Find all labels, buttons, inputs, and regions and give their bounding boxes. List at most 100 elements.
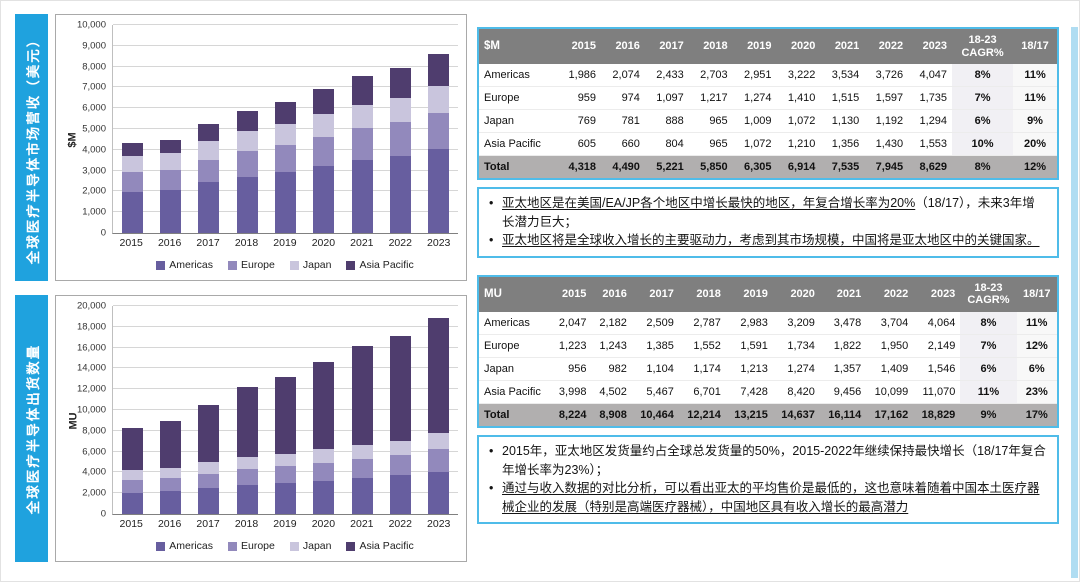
y-tick-label: 2,000 <box>82 185 106 197</box>
y-tick-label: 7,000 <box>82 81 106 93</box>
value-cell: 1,192 <box>864 109 909 134</box>
chart-legend: Americas Europe Japan Asia Pacific <box>112 254 458 276</box>
value-cell: 1,356 <box>820 132 865 157</box>
y-tick-label: 3,000 <box>82 165 106 177</box>
yoy-cell: 11% <box>1013 64 1057 88</box>
bar-segment-americas <box>121 191 143 233</box>
bar-segment-asia-pacific <box>198 405 220 463</box>
bar-segment-asia-pacific <box>428 318 450 434</box>
plot-area: 0 1,000 2,000 3,000 4,000 5,000 6,000 7,000 8,00… <box>77 20 458 239</box>
value-cell: 1,217 <box>688 86 733 111</box>
bar-segment-asia-pacific <box>274 101 296 125</box>
value-cell: 5,467 <box>631 380 679 405</box>
y-tick-label: 6,000 <box>82 446 106 458</box>
bar-segment-europe <box>428 112 450 149</box>
value-cell: 888 <box>644 109 689 134</box>
value-cell: 769 <box>557 109 602 134</box>
value-cell: 1,130 <box>820 109 865 134</box>
x-axis-labels: 2015 2016 2017 2018 2019 2020 2021 2022 2023 <box>112 515 458 535</box>
value-cell: 965 <box>688 109 733 134</box>
year-header-cell: 2015 <box>557 29 602 65</box>
total-value-cell: 14,637 <box>772 403 820 427</box>
note-bullet-2: 通过与收入数据的对比分析，可以看出亚太的平均售价是最低的，这也意味着随着中国本土… <box>485 479 1047 516</box>
shipments-banner-label: 全球医疗半导体出货数量 <box>25 343 41 514</box>
revenue-stacked-bar-chart: $M 0 1,000 2,000 3,000 4,000 5,000 6,000 7,000 8,… <box>55 14 467 281</box>
region-cell: Asia Pacific <box>479 132 558 157</box>
total-value-cell: 17,162 <box>866 403 914 427</box>
y-tick-label: 4,000 <box>82 466 106 478</box>
cagr-cell: 11% <box>960 380 1017 405</box>
gridline <box>113 44 458 46</box>
total-value-cell: 4,490 <box>601 155 645 179</box>
x-tick-label: 2021 <box>350 237 374 249</box>
notes-list: 2015年，亚太地区发货量约占全球总发货量的50%，2015-2022年继续保持… <box>485 442 1047 516</box>
x-tick-label: 2015 <box>119 237 143 249</box>
stacked-bar-2019 <box>274 25 296 233</box>
bar-segment-japan <box>274 453 296 467</box>
year-header-cell: 2021 <box>819 276 867 313</box>
year-header-cell: 2023 <box>908 29 953 65</box>
total-value-cell: 5,221 <box>644 155 689 179</box>
value-cell: 1,097 <box>644 86 689 111</box>
table-row-americas: Americas 2,047 2,182 2,509 2,787 2,983 3,209 3,… <box>479 312 1057 336</box>
bar-segment-asia-pacific <box>351 76 373 105</box>
bar-segment-asia-pacific <box>313 89 335 115</box>
value-cell: 974 <box>601 86 645 111</box>
gridline <box>113 305 458 306</box>
yoy-cell: 23% <box>1016 380 1057 405</box>
yoy-header-cell: 18/17 <box>1013 29 1057 65</box>
year-header-cell: 2016 <box>591 276 632 313</box>
year-header-cell: 2017 <box>644 29 689 65</box>
header-row: $M 2015 2016 2017 2018 2019 2020 2021 2022 2023 18… <box>479 29 1057 65</box>
bar-segment-japan <box>159 153 181 170</box>
table-row-asia-pacific: Asia Pacific 3,998 4,502 5,467 6,701 7,428 8,4… <box>479 380 1057 405</box>
stacked-bar-2017 <box>198 25 220 233</box>
bar-segment-europe <box>236 468 258 486</box>
bar-slot-2018 <box>228 306 266 514</box>
charts-column: 全球医疗半导体市场营收（美元） $M 0 1,000 2,000 3,000 4,000 5… <box>15 14 467 575</box>
cagr-cell: 6% <box>952 109 1014 134</box>
bar-segment-europe <box>236 151 258 177</box>
bar-slot-2019 <box>266 25 304 233</box>
value-cell: 1,072 <box>732 132 777 157</box>
table-row-japan: Japan 956 982 1,104 1,174 1,213 1,274 1,357 1,40… <box>479 357 1057 382</box>
bar-segment-americas <box>351 477 373 514</box>
bar-slot-2016 <box>151 306 189 514</box>
bar-segment-japan <box>274 124 296 146</box>
y-tick-label: 2,000 <box>82 487 106 499</box>
value-cell: 2,074 <box>601 64 645 88</box>
bar-slot-2015 <box>113 306 151 514</box>
total-value-cell: 10,464 <box>631 403 679 427</box>
value-cell: 1,734 <box>772 334 820 359</box>
value-cell: 2,983 <box>725 312 773 336</box>
total-row: Total 8,224 8,908 10,464 12,214 13,215 14,637 1… <box>479 403 1057 427</box>
legend-label: Europe <box>241 540 275 552</box>
value-cell: 982 <box>591 357 632 382</box>
x-tick-label: 2023 <box>427 518 451 530</box>
stacked-bar-2021 <box>351 306 373 514</box>
yoy-cell: 9% <box>1013 109 1057 134</box>
region-cell: Japan <box>479 357 552 382</box>
bar-segment-europe <box>198 159 220 183</box>
note-text: 通过与收入数据的对比分析，可以看出亚太的平均售价是最低的，这也意味着随着中国本土… <box>502 481 1040 514</box>
legend-label: Asia Pacific <box>359 540 414 552</box>
legend-item-japan: Japan <box>289 259 331 271</box>
total-cagr-cell: 9% <box>960 403 1017 427</box>
bar-slot-2021 <box>343 306 381 514</box>
value-cell: 2,951 <box>732 64 777 88</box>
y-tick-label: 12,000 <box>76 383 106 395</box>
bar-segment-americas <box>274 482 296 514</box>
bar-segment-japan <box>389 440 411 456</box>
x-tick-label: 2021 <box>350 518 374 530</box>
y-tick-label: 8,000 <box>82 425 106 437</box>
total-value-cell: 8,629 <box>908 155 953 179</box>
revenue-chart-panel: 全球医疗半导体市场营收（美元） $M 0 1,000 2,000 3,000 4,000 5… <box>15 14 467 281</box>
bar-slot-2017 <box>190 306 228 514</box>
value-cell: 1,174 <box>678 357 726 382</box>
bar-segment-asia-pacific <box>159 139 181 154</box>
value-cell: 1,009 <box>732 109 777 134</box>
legend-item-americas: Americas <box>156 540 213 552</box>
table-body: Americas 1,986 2,074 2,433 2,703 2,951 3,222 3,… <box>479 64 1057 179</box>
value-cell: 4,064 <box>913 312 961 336</box>
stacked-bar-2017 <box>198 306 220 514</box>
